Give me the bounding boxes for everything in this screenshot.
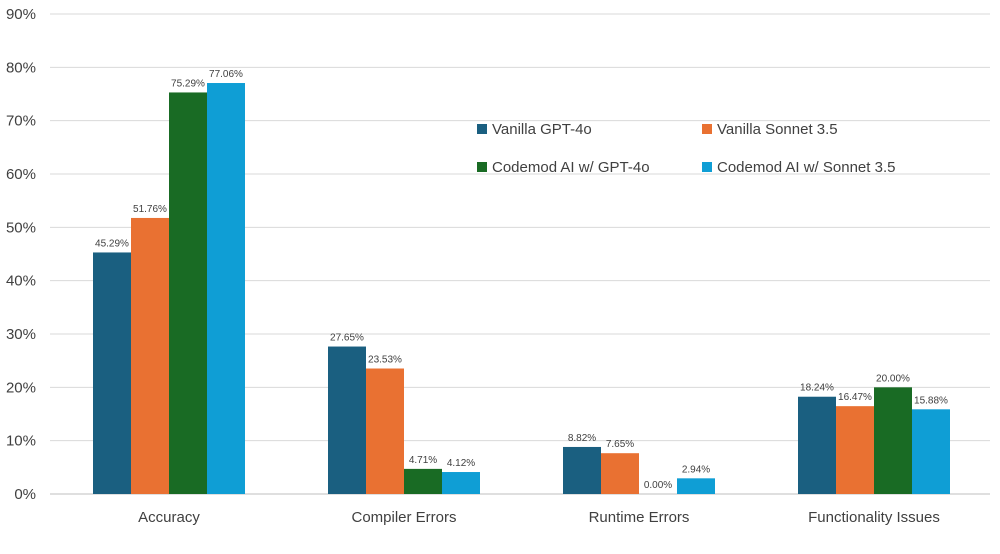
data-label-3-1: 16.47% <box>838 392 872 403</box>
y-tick-label: 50% <box>6 219 36 236</box>
bar-0-2 <box>169 92 207 494</box>
bar-0-3 <box>207 83 245 494</box>
y-tick-label: 0% <box>14 486 36 503</box>
bar-3-0 <box>798 396 836 494</box>
legend: Vanilla GPT-4o Vanilla Sonnet 3.5 Codemod … <box>477 121 895 176</box>
bar-0-1 <box>131 217 169 495</box>
bar-1-3 <box>442 472 480 494</box>
data-label-1-0: 27.65% <box>330 333 364 344</box>
bar-2-1 <box>601 453 639 494</box>
legend-label-1: Vanilla Sonnet 3.5 <box>717 121 838 138</box>
data-label-3-0: 18.24% <box>800 383 834 394</box>
x-tick-label: Compiler Errors <box>351 509 456 526</box>
data-labels: 45.29% 51.76% 75.29% 77.06% 27.65% 23.53% 4.71… <box>95 69 948 491</box>
data-label-3-2: 20.00% <box>876 373 910 384</box>
legend-label-3: Codemod AI w/ Sonnet 3.5 <box>717 159 895 176</box>
bar-1-1 <box>366 368 404 494</box>
data-label-0-0: 45.29% <box>95 238 129 249</box>
bar-0-0 <box>93 252 131 494</box>
y-tick-label: 90% <box>6 6 36 23</box>
legend-swatch-3 <box>702 162 712 172</box>
data-label-2-1: 7.65% <box>606 439 634 450</box>
bar-2-3 <box>677 478 715 494</box>
bar-1-2 <box>404 468 442 494</box>
y-tick-label: 80% <box>6 59 36 76</box>
data-label-1-3: 4.12% <box>447 458 475 469</box>
data-label-0-3: 77.06% <box>209 69 243 80</box>
y-axis-ticks: 0% 10% 20% 30% 40% 50% 60% 70% 80% 90% <box>6 6 36 503</box>
y-tick-label: 40% <box>6 273 36 290</box>
y-tick-label: 20% <box>6 379 36 396</box>
bars <box>93 83 950 495</box>
bar-2-0 <box>563 446 601 494</box>
x-axis-ticks: Accuracy Compiler Errors Runtime Errors Fun… <box>138 509 940 526</box>
bar-3-3 <box>912 409 950 494</box>
data-label-2-3: 2.94% <box>682 464 710 475</box>
legend-label-0: Vanilla GPT-4o <box>492 121 592 138</box>
legend-swatch-1 <box>702 124 712 134</box>
bar-1-0 <box>328 346 366 494</box>
x-tick-label: Runtime Errors <box>589 509 690 526</box>
x-tick-label: Accuracy <box>138 509 200 526</box>
legend-label-2: Codemod AI w/ GPT-4o <box>492 159 650 176</box>
bar-3-2 <box>874 387 912 494</box>
y-tick-label: 30% <box>6 326 36 343</box>
legend-swatch-0 <box>477 124 487 134</box>
data-label-1-2: 4.71% <box>409 455 437 466</box>
data-label-3-3: 15.88% <box>914 395 948 406</box>
x-tick-label: Functionality Issues <box>808 509 940 526</box>
bar-3-1 <box>836 406 874 494</box>
data-label-2-2: 0.00% <box>644 480 672 491</box>
data-label-1-1: 23.53% <box>368 355 402 366</box>
y-tick-label: 60% <box>6 166 36 183</box>
data-label-2-0: 8.82% <box>568 433 596 444</box>
data-label-0-1: 51.76% <box>133 204 167 215</box>
y-tick-label: 70% <box>6 113 36 130</box>
y-tick-label: 10% <box>6 433 36 450</box>
legend-swatch-2 <box>477 162 487 172</box>
data-label-0-2: 75.29% <box>171 78 205 89</box>
